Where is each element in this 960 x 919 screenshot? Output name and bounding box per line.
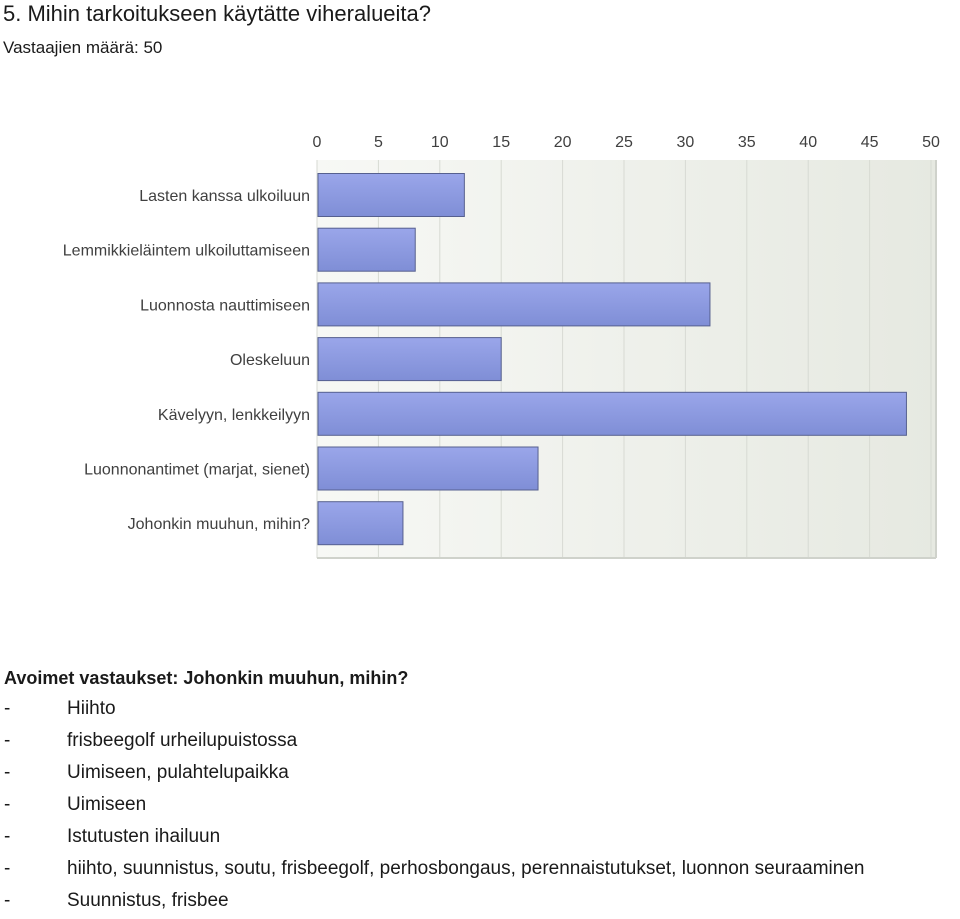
open-answer-item: - Istutusten ihailuun — [4, 826, 221, 847]
x-tick-label: 50 — [922, 134, 940, 151]
open-answer-item: - frisbeegolf urheilupuistossa — [4, 730, 298, 751]
category-label: Luonnosta nauttimiseen — [140, 297, 310, 314]
bar — [317, 337, 502, 382]
bar-chart: 0 5 10 15 20 25 30 35 40 45 50 Lasten kanssa ulkoi… — [63, 134, 940, 559]
x-tick-label: 25 — [615, 134, 633, 151]
open-answers-list: - Hiihto - frisbeegolf urheilupuistossa -U… — [4, 695, 864, 919]
category-label: Oleskeluun — [230, 352, 310, 369]
x-tick-label: 45 — [861, 134, 879, 151]
bar — [317, 446, 539, 491]
x-tick-label: 20 — [554, 134, 572, 151]
bar — [317, 173, 465, 217]
x-tick-label: 5 — [374, 134, 383, 151]
open-answer-item: - Suunnistus, frisbee — [4, 890, 229, 911]
category-label: Lemmikkieläintem ulkoiluttamiseen — [63, 243, 310, 260]
x-tick-label: 40 — [799, 134, 817, 151]
bar — [317, 391, 907, 436]
x-tick-label: 10 — [431, 134, 449, 151]
x-tick-label: 35 — [738, 134, 756, 151]
bar — [317, 227, 416, 272]
category-label: Kävelyyn, lenkkeilyyn — [158, 407, 310, 424]
open-answer-item: - Uimiseen, pulahtelupaikka — [4, 762, 289, 783]
open-answer-item: - hiihto, suunnistus, soutu, frisbeegolf,… — [4, 858, 865, 879]
x-tick-label: 30 — [677, 134, 695, 151]
x-tick-label: 15 — [492, 134, 510, 151]
respondent-count: Vastaajien määrä: 50 — [3, 38, 163, 57]
bar — [317, 501, 404, 546]
open-answer-item: - Uimiseen — [4, 794, 147, 815]
x-tick-label: 0 — [313, 134, 322, 151]
bar — [317, 282, 711, 327]
category-label: Luonnonantimet (marjat, sienet) — [84, 462, 310, 479]
open-answers-heading: Avoimet vastaukset: Johonkin muuhun, mih… — [4, 668, 409, 688]
category-label: Johonkin muuhun, mihin? — [128, 516, 310, 533]
open-answer-item: - Hiihto — [4, 698, 116, 719]
category-label: Lasten kanssa ulkoiluun — [139, 188, 310, 205]
question-title: 5. Mihin tarkoitukseen käytätte viheralu… — [3, 1, 432, 26]
